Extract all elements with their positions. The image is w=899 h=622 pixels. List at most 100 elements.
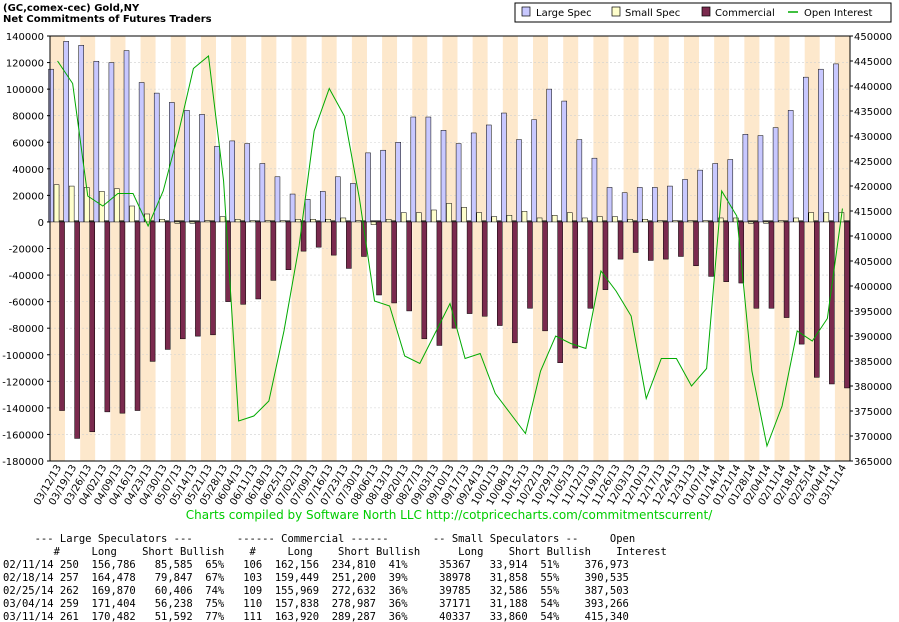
- commercial-bar: [134, 221, 141, 411]
- small-spec-bar: [687, 220, 694, 223]
- commercial-bar: [647, 221, 654, 261]
- commercial-bar: [527, 221, 533, 309]
- large-spec-bar: [229, 140, 235, 223]
- commercial-bar: [59, 221, 65, 411]
- commercial-bar: [587, 221, 594, 309]
- small-spec-bar: [733, 217, 739, 223]
- large-spec-bar: [350, 183, 356, 223]
- chart-title-line1: (GC,comex-cec) Gold,NY: [3, 3, 140, 14]
- large-spec-bar: [486, 124, 492, 223]
- large-spec-bar: [365, 152, 371, 223]
- large-spec-bar: [425, 116, 432, 223]
- large-spec-bar: [787, 110, 794, 223]
- right-axis-tick-label: 440000: [854, 82, 892, 93]
- commercial-bar: [315, 221, 322, 248]
- large-spec-bar: [652, 187, 658, 223]
- small-spec-bar: [627, 219, 633, 223]
- commercial-bar: [572, 221, 579, 349]
- large-spec-bar: [214, 145, 220, 223]
- small-spec-bar: [567, 212, 573, 223]
- left-axis-tick-label: -40000: [9, 271, 44, 282]
- large-spec-bar: [606, 187, 613, 223]
- commercial-bar: [436, 221, 443, 346]
- commercial-bar: [346, 221, 352, 269]
- right-axis-tick-label: 420000: [854, 182, 892, 193]
- small-spec-bar: [159, 219, 165, 223]
- small-spec-bar: [446, 203, 452, 223]
- large-spec-bar: [289, 193, 296, 223]
- right-axis-tick-label: 410000: [854, 232, 892, 243]
- left-axis-tick-label: 140000: [6, 32, 44, 43]
- large-spec-bar: [123, 50, 130, 223]
- credit-line: Charts compiled by Software North LLC ht…: [186, 508, 713, 522]
- small-spec-bar: [763, 221, 769, 224]
- table-row: 03/11/14 261 170,482 51,592 77% 111 163,…: [3, 611, 629, 622]
- commercial-bar: [285, 221, 292, 270]
- commercial-bar: [376, 221, 382, 296]
- legend-label-small-spec: Small Spec: [625, 8, 680, 19]
- commercial-bar: [210, 221, 216, 336]
- commercial-bar: [195, 221, 201, 337]
- left-axis-tick-label: 100000: [6, 85, 44, 96]
- commercial-bar: [391, 221, 397, 304]
- small-spec-bar: [431, 209, 437, 223]
- commercial-bar: [104, 221, 111, 413]
- commercial-bar: [542, 221, 548, 332]
- small-spec-bar: [416, 212, 422, 223]
- large-spec-bar: [259, 163, 266, 223]
- legend-swatch-commercial: [701, 6, 711, 17]
- small-spec-bar: [793, 217, 799, 223]
- small-spec-bar: [325, 219, 331, 223]
- left-axis-tick-label: -60000: [9, 298, 44, 309]
- right-axis-tick-label: 390000: [854, 332, 892, 343]
- large-spec-bar: [742, 134, 749, 223]
- large-spec-bar: [274, 176, 281, 223]
- small-spec-bar: [385, 219, 392, 223]
- large-spec-bar: [501, 112, 507, 223]
- left-axis-tick-label: 0: [38, 218, 44, 229]
- left-axis-tick-label: 80000: [12, 112, 44, 123]
- commercial-bar: [225, 221, 231, 302]
- commercial-bar: [300, 221, 307, 252]
- right-axis-tick-label: 415000: [854, 207, 892, 218]
- commercial-bar: [361, 221, 367, 257]
- large-spec-bar: [727, 159, 734, 223]
- commercial-bar: [74, 221, 80, 439]
- commercial-bar: [708, 221, 714, 277]
- large-spec-bar: [833, 63, 839, 223]
- small-spec-bar: [295, 219, 301, 223]
- table-row: 02/11/14 250 156,786 85,585 65% 106 162,…: [3, 559, 629, 571]
- date-band: [714, 36, 730, 461]
- large-spec-bar: [184, 110, 190, 223]
- commercial-bar: [255, 221, 262, 300]
- small-spec-bar: [612, 216, 618, 223]
- small-spec-bar: [657, 220, 664, 223]
- commercial-bar: [497, 221, 503, 326]
- large-spec-bar: [455, 143, 462, 223]
- commercial-bar: [406, 221, 412, 312]
- right-axis-tick-label: 370000: [854, 432, 892, 443]
- left-axis-tick-label: -160000: [2, 430, 44, 441]
- large-spec-bar: [63, 41, 69, 223]
- small-spec-bar: [53, 184, 60, 223]
- large-spec-bar: [516, 139, 522, 223]
- left-axis: -180000 -160000 -140000 -120000 -100000 -8000…: [2, 32, 50, 468]
- commercial-bar: [164, 221, 171, 350]
- large-spec-bar: [440, 130, 447, 223]
- commercial-bar: [663, 221, 669, 260]
- small-spec-bar: [672, 220, 679, 223]
- small-spec-bar: [265, 220, 271, 223]
- large-spec-bar: [697, 169, 703, 223]
- commercial-bar: [180, 221, 186, 340]
- commercial-bar: [738, 221, 745, 284]
- left-axis-tick-label: -80000: [9, 324, 44, 335]
- commercial-bar: [829, 221, 835, 385]
- date-band: [729, 36, 745, 461]
- table-header-2: # Long Short Bullish # Long Short Bullis…: [3, 546, 667, 558]
- commercial-bar: [798, 221, 805, 345]
- commercial-bar: [768, 221, 775, 309]
- commercial-bar: [783, 221, 790, 318]
- left-axis-tick-label: 40000: [12, 165, 44, 176]
- x-axis: 03/12/1303/19/1303/26/1304/02/1304/09/13…: [32, 463, 849, 507]
- small-spec-bar: [582, 217, 588, 223]
